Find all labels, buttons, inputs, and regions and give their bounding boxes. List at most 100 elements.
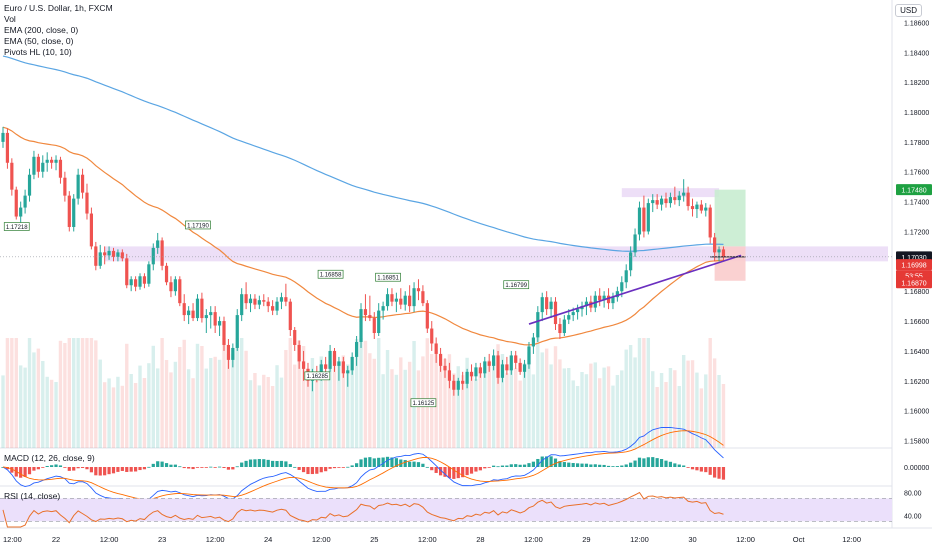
volume-bar (712, 358, 717, 448)
candle-body (492, 355, 496, 366)
candle-body (19, 207, 23, 217)
candle-body (443, 365, 447, 371)
macd-histogram-bar (359, 459, 363, 467)
volume-bar (659, 373, 664, 448)
candle-body (200, 298, 204, 319)
macd-label[interactable]: MACD (12, 26, close, 9) (4, 453, 95, 463)
candle-body (54, 159, 58, 163)
candle-body (598, 295, 602, 301)
volume-bar (182, 339, 186, 448)
rsi-tick: 40.00 (904, 514, 922, 521)
time-tick: 12:00 (206, 535, 225, 544)
currency-button[interactable]: USD (895, 4, 922, 17)
macd-histogram-bar (191, 467, 195, 470)
rsi-label[interactable]: RSI (14, close) (4, 491, 61, 501)
candle-body (682, 192, 686, 196)
volume-bar (394, 374, 399, 448)
volume-bar (628, 345, 633, 448)
candle-body (253, 298, 257, 305)
candle-body (138, 276, 142, 287)
macd-histogram-bar (637, 457, 642, 467)
volume-bar (403, 369, 407, 448)
legend-ema50[interactable]: EMA (50, close, 0) (4, 36, 74, 46)
macd-histogram-bar (129, 467, 133, 472)
candle-body (713, 237, 717, 253)
volume-bar (102, 382, 107, 448)
macd-histogram-bar (602, 464, 606, 467)
macd-histogram-bar (76, 467, 80, 469)
candle-body (673, 197, 677, 201)
volume-bar (14, 338, 18, 448)
volume-bar (306, 368, 310, 448)
macd-histogram-bar (94, 467, 98, 476)
legend-vol[interactable]: Vol (4, 14, 16, 24)
pivot-labels: 1.17218 1.17190 1.16858 1.16851 1.16285 1.161… (3, 220, 530, 408)
volume-bar (23, 367, 27, 448)
trend-line (528, 254, 742, 325)
macd-histogram-bar (474, 467, 478, 472)
volume-bar (328, 360, 332, 448)
candle-body (390, 294, 394, 302)
pivot-label-box (304, 371, 331, 381)
volume-bar (642, 338, 646, 448)
rsi-band (0, 498, 892, 522)
volume-bar (624, 349, 628, 448)
candle-body (1, 132, 5, 142)
volume-bar (257, 385, 262, 448)
candle-body (103, 252, 107, 256)
time-tick: 12:00 (842, 535, 861, 544)
volume-bar (72, 338, 76, 448)
price-tick: 1.16600 (904, 319, 929, 326)
volume-bar (580, 372, 584, 448)
macd-histogram-bar (576, 463, 580, 467)
time-tick: 30 (688, 535, 696, 544)
macd-histogram-bar (36, 467, 40, 470)
price-tick: 1.17400 (904, 200, 929, 207)
macd-histogram-bar (624, 464, 628, 467)
candle-body (58, 159, 63, 178)
volume-bar (288, 338, 292, 448)
macd-histogram-bar (416, 462, 421, 467)
volume-bar (611, 385, 615, 448)
candle-body (540, 297, 544, 313)
macd-histogram-bar (23, 467, 27, 477)
legend-pivots[interactable]: Pivots HL (10, 10) (4, 47, 72, 57)
volume-bar (323, 372, 328, 448)
macd-histogram-bar (664, 460, 668, 467)
candle-body (571, 312, 575, 316)
volume-bar (615, 375, 620, 448)
legend-ema200[interactable]: EMA (200, close, 0) (4, 25, 79, 35)
candle-body (359, 309, 363, 342)
candle-body (284, 297, 288, 302)
candle-body (553, 301, 558, 325)
take-profit-tag-bg (896, 184, 932, 196)
volume-bar (337, 362, 341, 448)
candle-body (116, 252, 120, 257)
price-tick: 1.18200 (904, 80, 929, 87)
candle-body (509, 355, 513, 371)
candle-body (584, 301, 589, 307)
volume-bar (178, 347, 182, 448)
macd-histogram-bar (271, 460, 275, 467)
macd-histogram-bar (394, 458, 398, 467)
macd-histogram-bar (116, 467, 120, 472)
pivot-label-box (185, 220, 211, 230)
volume-bar (204, 368, 209, 448)
volume-bar (80, 338, 85, 448)
volume-bar (45, 376, 49, 448)
time-tick: 23 (158, 535, 166, 544)
volume-bar (664, 382, 668, 448)
macd-histogram-bar (536, 458, 540, 467)
macd-histogram-bar (514, 464, 518, 467)
volume-bar (191, 378, 195, 448)
symbol-title[interactable]: Euro / U.S. Dollar, 1h, FXCM (4, 3, 113, 13)
time-tick: 12:00 (524, 535, 543, 544)
candle-body (94, 246, 98, 266)
macd-histogram-bar (372, 458, 376, 467)
candle-body (430, 328, 434, 344)
volume-bar (509, 368, 513, 448)
candle-body (120, 252, 124, 259)
volume-bar (98, 359, 102, 448)
